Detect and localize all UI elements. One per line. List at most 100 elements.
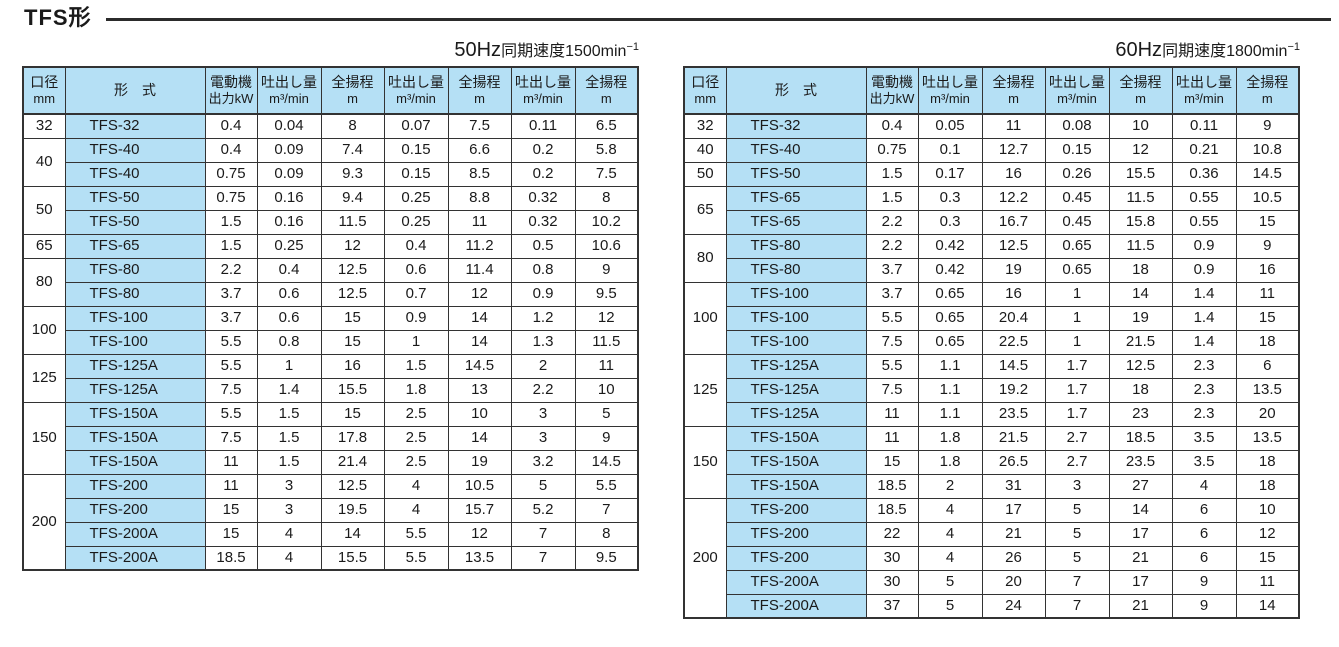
value-cell: 15.8 — [1108, 209, 1173, 235]
value-cell: 7 — [510, 545, 576, 571]
table-row: TFS-100 5.5 0.8 15 1 14 1.3 11.5 — [23, 329, 639, 355]
value-cell: 18 — [1235, 329, 1300, 355]
column-header: 吐出し量 m³/min — [1171, 66, 1237, 115]
value-cell: 0.9 — [383, 305, 449, 331]
value-cell: 0.32 — [510, 185, 576, 211]
value-cell: 10 — [1108, 113, 1173, 139]
header-row: 口径 mm 形 式電動機 出力kW 吐出し量 m³/min 全揚程 m 吐出し量 m³/min 全揚… — [22, 66, 639, 115]
column-header: 全揚程 m — [320, 66, 385, 115]
value-cell: 0.45 — [1044, 209, 1110, 235]
value-cell: 15 — [204, 497, 258, 523]
value-cell: 5 — [1044, 497, 1110, 523]
value-cell: 8 — [574, 521, 639, 547]
bore-cell: 40 — [683, 137, 727, 163]
value-cell: 9.4 — [320, 185, 385, 211]
value-cell: 0.32 — [510, 209, 576, 235]
value-cell: 2.5 — [383, 425, 449, 451]
value-cell: 5 — [574, 401, 639, 427]
value-cell: 18.5 — [204, 545, 258, 571]
table-row: TFS-150A 7.5 1.5 17.8 2.5 14 3 9 — [23, 425, 639, 451]
value-cell: 15 — [320, 329, 385, 355]
model-cell: TFS-200A — [64, 545, 206, 571]
value-cell: 17 — [1108, 521, 1173, 547]
table-row: 32 TFS-32 0.4 0.04 8 0.07 7.5 0.11 6.5 — [22, 113, 639, 139]
value-cell: 0.25 — [256, 233, 322, 259]
value-cell: 12 — [447, 521, 512, 547]
value-cell: 5.2 — [510, 497, 576, 523]
value-cell: 5 — [510, 473, 576, 499]
value-cell: 0.8 — [510, 257, 576, 283]
value-cell: 0.2 — [510, 161, 576, 187]
value-cell: 5.5 — [204, 353, 258, 379]
value-cell: 11.5 — [1108, 185, 1173, 211]
value-cell: 26.5 — [981, 449, 1046, 475]
value-cell: 0.1 — [917, 137, 983, 163]
value-cell: 9 — [1235, 113, 1300, 139]
column-header: 吐出し量 m³/min — [383, 66, 449, 115]
bore-cell: 65 — [683, 185, 727, 235]
table-row: TFS-100 5.5 0.65 20.4 1 19 1.4 15 — [684, 305, 1300, 331]
column-header: 全揚程 m — [447, 66, 512, 115]
header-row: 口径 mm 形 式電動機 出力kW 吐出し量 m³/min 全揚程 m 吐出し量 m³/min 全揚… — [683, 66, 1300, 115]
model-cell: TFS-150A — [725, 425, 867, 451]
model-cell: TFS-150A — [725, 473, 867, 499]
value-cell: 1.4 — [1171, 281, 1237, 307]
value-cell: 16 — [320, 353, 385, 379]
value-cell: 16 — [981, 281, 1046, 307]
value-cell: 1.5 — [256, 401, 322, 427]
value-cell: 5.5 — [204, 401, 258, 427]
value-cell: 9.5 — [574, 545, 639, 571]
value-cell: 0.65 — [1044, 233, 1110, 259]
value-cell: 6.5 — [574, 113, 639, 139]
value-cell: 9.5 — [574, 281, 639, 307]
table-row: 200 TFS-200 18.5 4 17 5 14 6 10 — [683, 497, 1300, 619]
value-cell: 8.8 — [447, 185, 512, 211]
value-cell: 1.5 — [256, 425, 322, 451]
value-cell: 1.3 — [510, 329, 576, 355]
model-cell: TFS-150A — [64, 425, 206, 451]
value-cell: 13.5 — [447, 545, 512, 571]
value-cell: 9 — [1171, 569, 1237, 595]
value-cell: 14.5 — [574, 449, 639, 475]
value-cell: 16 — [1235, 257, 1300, 283]
value-cell: 0.25 — [383, 185, 449, 211]
model-cell: TFS-32 — [725, 113, 867, 139]
caption-speed: 同期速度1500min — [501, 43, 627, 60]
value-cell: 0.4 — [383, 233, 449, 259]
value-cell: 15 — [1235, 305, 1300, 331]
value-cell: 1.4 — [256, 377, 322, 403]
value-cell: 2 — [510, 353, 576, 379]
value-cell: 6 — [1171, 521, 1237, 547]
value-cell: 11 — [204, 473, 258, 499]
table-row: TFS-125A 11 1.1 23.5 1.7 23 2.3 20 — [684, 401, 1300, 427]
value-cell: 8 — [574, 185, 639, 211]
value-cell: 12.5 — [981, 233, 1046, 259]
table-row: TFS-65 2.2 0.3 16.7 0.45 15.8 0.55 15 — [684, 209, 1300, 235]
value-cell: 12.7 — [981, 137, 1046, 163]
bore-cell: 150 — [22, 401, 66, 475]
value-cell: 2.2 — [204, 257, 258, 283]
value-cell: 3.5 — [1171, 425, 1237, 451]
table-row: 65 TFS-65 1.5 0.25 12 0.4 11.2 0.5 10.6 — [22, 233, 639, 259]
value-cell: 15.7 — [447, 497, 512, 523]
value-cell: 22.5 — [981, 329, 1046, 355]
model-cell: TFS-200 — [725, 497, 867, 523]
table-row: TFS-40 0.75 0.09 9.3 0.15 8.5 0.2 7.5 — [23, 161, 639, 187]
value-cell: 7 — [1044, 593, 1110, 619]
value-cell: 14 — [1235, 593, 1300, 619]
value-cell: 2.5 — [383, 401, 449, 427]
model-cell: TFS-200A — [64, 521, 206, 547]
table-row: 65 TFS-65 1.5 0.3 12.2 0.45 11.5 0.55 10.5 — [683, 185, 1300, 235]
value-cell: 9 — [574, 257, 639, 283]
value-cell: 10.5 — [1235, 185, 1300, 211]
value-cell: 10.6 — [574, 233, 639, 259]
value-cell: 3.7 — [865, 257, 919, 283]
table-row: 40 TFS-40 0.4 0.09 7.4 0.15 6.6 0.2 5.8 — [22, 137, 639, 187]
value-cell: 6.6 — [447, 137, 512, 163]
table-row: 100 TFS-100 3.7 0.65 16 1 14 1.4 11 — [683, 281, 1300, 355]
value-cell: 1 — [1044, 305, 1110, 331]
value-cell: 8 — [320, 113, 385, 139]
value-cell: 18.5 — [865, 497, 919, 523]
model-cell: TFS-150A — [64, 449, 206, 475]
value-cell: 3.7 — [865, 281, 919, 307]
